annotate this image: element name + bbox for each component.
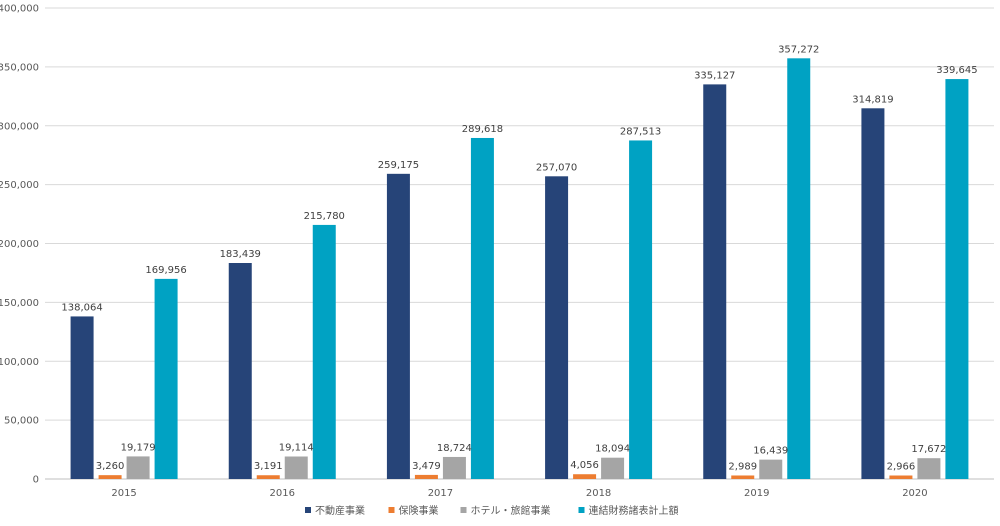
data-label: 287,513 <box>620 126 661 137</box>
bar <box>573 474 597 479</box>
y-tick-label: 350,000 <box>0 62 39 73</box>
bar <box>601 457 625 479</box>
x-tick-label: 2017 <box>428 488 453 499</box>
bar <box>256 475 280 479</box>
bar <box>98 475 122 479</box>
data-label: 18,724 <box>437 443 472 454</box>
legend-swatch <box>460 507 467 513</box>
bar <box>889 475 913 479</box>
bar <box>70 316 94 479</box>
bar <box>861 108 885 479</box>
bar <box>126 456 150 479</box>
y-tick-label: 0 <box>33 475 39 486</box>
y-axis: 0 50,000 100,000 150,000 200,000 250,000 300,0… <box>0 4 994 486</box>
x-tick-label: 2018 <box>586 488 611 499</box>
y-tick-label: 50,000 <box>4 416 39 427</box>
legend-swatch <box>388 507 395 513</box>
data-label: 138,064 <box>61 302 102 313</box>
data-label: 4,056 <box>570 460 599 471</box>
bar <box>470 137 494 480</box>
legend-label: 連結財務諸表計上額 <box>589 504 679 517</box>
bar <box>228 263 252 479</box>
data-label: 183,439 <box>220 249 261 260</box>
bars <box>70 58 969 480</box>
data-label: 2,989 <box>728 461 757 472</box>
data-label: 3,260 <box>96 461 125 472</box>
x-tick-label: 2016 <box>270 488 295 499</box>
y-tick-label: 100,000 <box>0 357 39 368</box>
bar <box>703 84 727 480</box>
bar <box>284 456 308 479</box>
data-label: 18,094 <box>595 444 630 455</box>
data-label: 3,479 <box>412 461 441 472</box>
y-tick-label: 300,000 <box>0 121 39 132</box>
bar <box>154 278 178 479</box>
legend-label: 不動産事業 <box>315 504 365 517</box>
bar <box>386 173 410 479</box>
bar <box>759 459 783 479</box>
data-label: 169,956 <box>145 265 186 276</box>
gridlines <box>45 7 994 421</box>
bar <box>917 458 941 479</box>
data-label: 289,618 <box>462 124 503 135</box>
data-labels: 138,064 3,260 19,179 169,956 183,439 3,191 19,… <box>61 44 977 472</box>
data-label: 314,819 <box>852 94 893 105</box>
data-label: 357,272 <box>778 44 819 55</box>
data-label: 215,780 <box>304 211 345 222</box>
data-label: 259,175 <box>378 160 419 171</box>
legend-label: 保険事業 <box>399 504 439 517</box>
legend-swatch <box>305 507 311 513</box>
x-axis: 2015 2016 2017 2018 2019 2020 <box>111 488 927 499</box>
y-tick-label: 250,000 <box>0 180 39 191</box>
y-tick-label: 400,000 <box>0 4 39 15</box>
y-tick-label: 200,000 <box>0 239 39 250</box>
x-tick-label: 2019 <box>744 488 769 499</box>
x-tick-label: 2015 <box>111 488 136 499</box>
data-label: 339,645 <box>936 65 977 76</box>
bar <box>545 176 569 479</box>
legend: 不動産事業 保険事業 ホテル・旅館事業 連結財務諸表計上額 <box>305 504 679 517</box>
x-tick-label: 2020 <box>902 488 927 499</box>
data-label: 16,439 <box>753 446 788 457</box>
bar <box>731 475 755 479</box>
bar <box>312 224 336 479</box>
data-label: 335,127 <box>694 70 735 81</box>
bar <box>629 140 653 480</box>
bar <box>787 58 811 479</box>
data-label: 2,966 <box>887 462 916 473</box>
data-label: 17,672 <box>911 444 946 455</box>
bar <box>442 456 466 479</box>
data-label: 19,179 <box>121 442 156 453</box>
legend-label: ホテル・旅館事業 <box>471 504 551 517</box>
bar <box>414 474 438 479</box>
legend-swatch <box>578 507 585 513</box>
bar <box>945 79 969 479</box>
data-label: 19,114 <box>279 442 314 453</box>
data-label: 3,191 <box>254 461 283 472</box>
data-label: 257,070 <box>536 162 577 173</box>
y-tick-label: 150,000 <box>0 298 39 309</box>
